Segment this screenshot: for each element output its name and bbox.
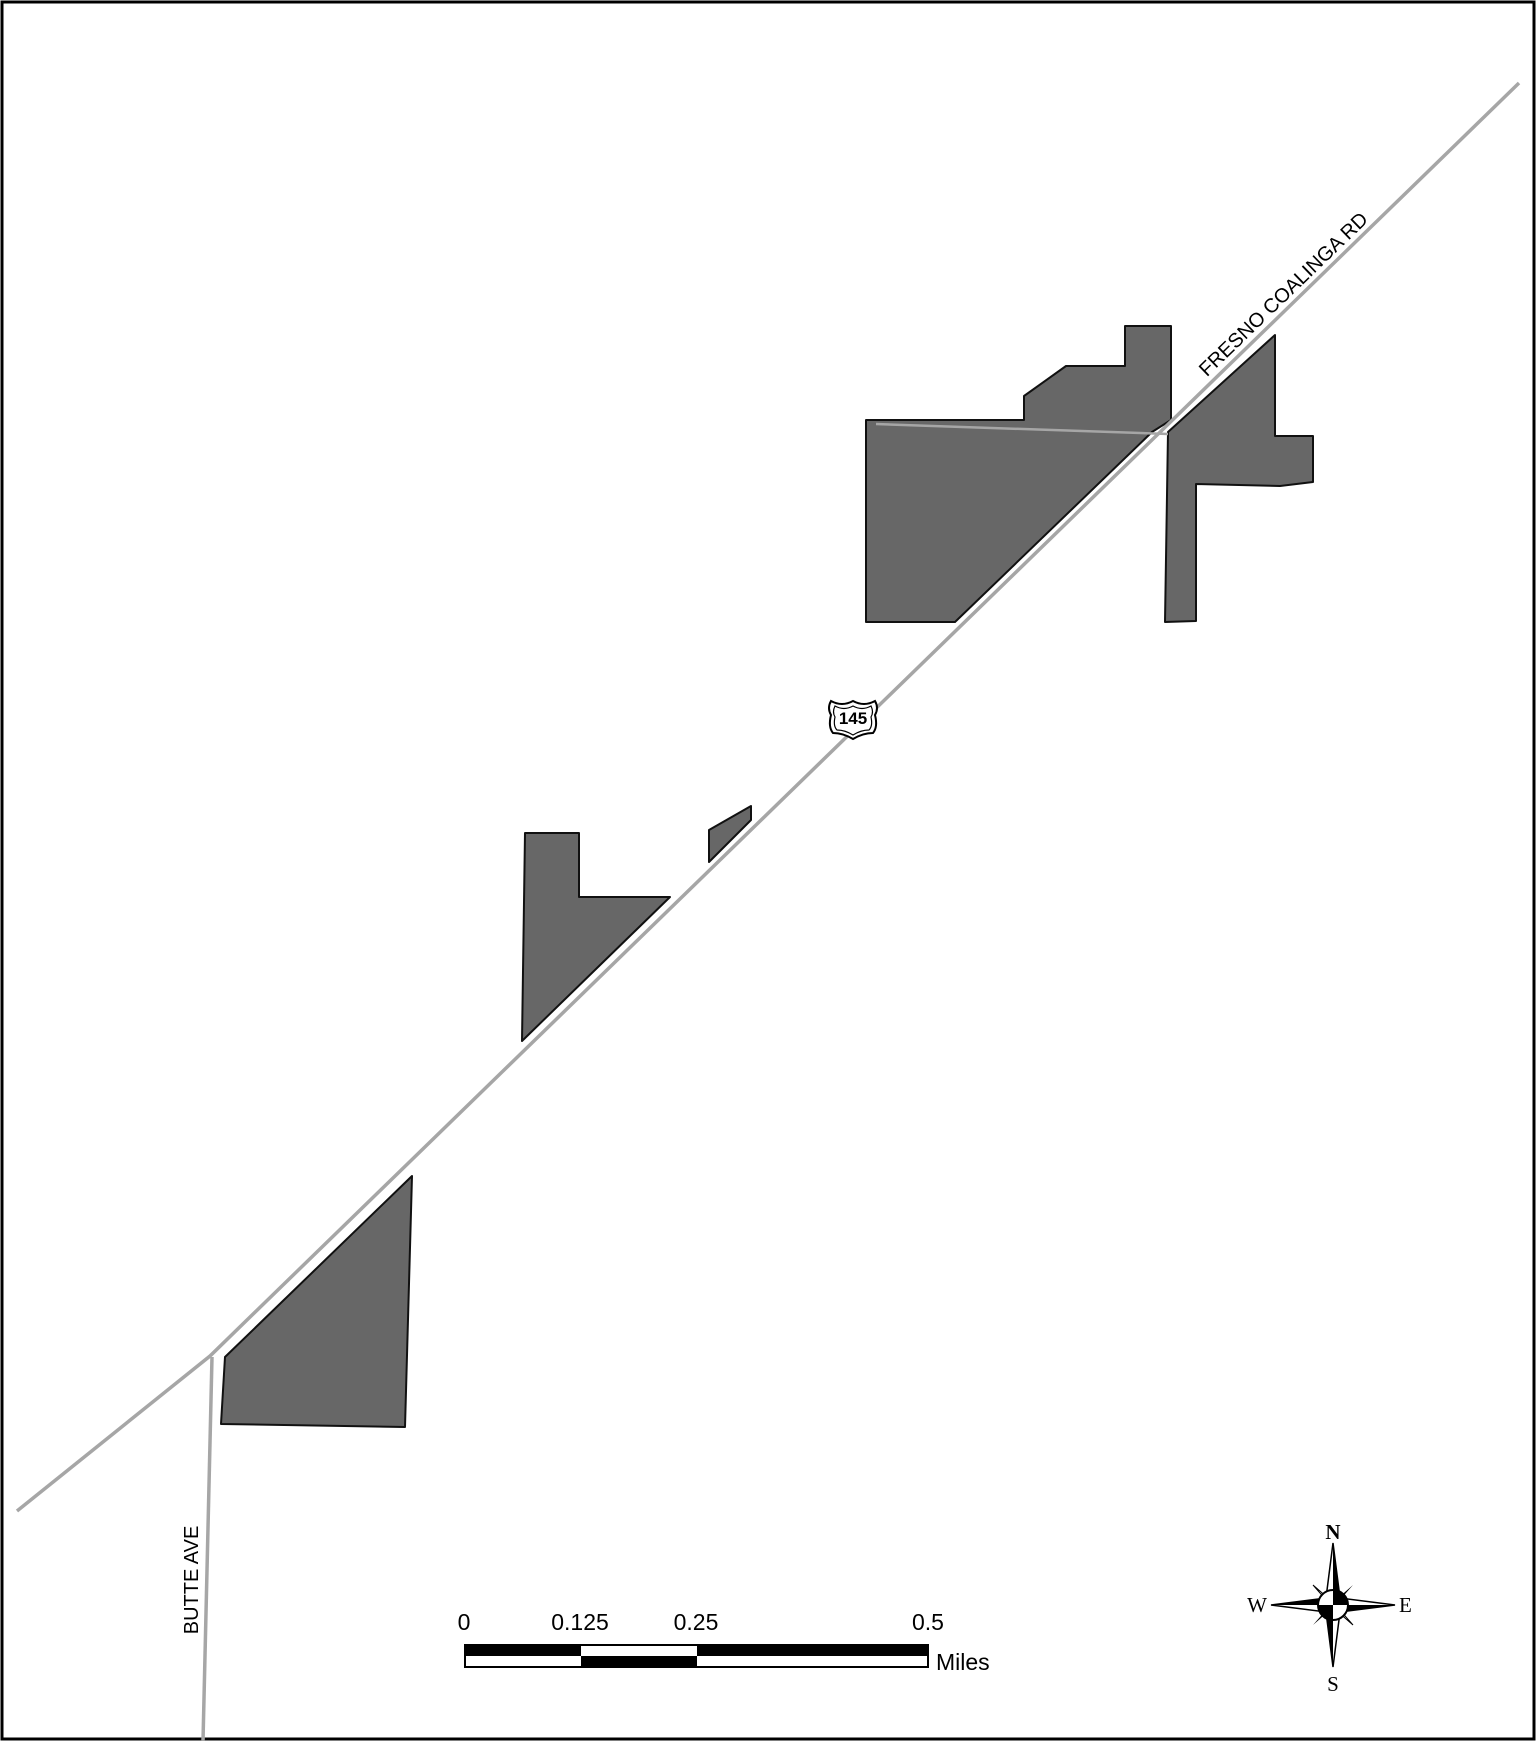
us-highway-shield-icon: 145 xyxy=(828,699,878,741)
compass-east-label: E xyxy=(1399,1593,1412,1617)
scale-units: Miles xyxy=(936,1649,990,1675)
fresno-coalinga-road xyxy=(15,81,1521,1513)
scale-segment xyxy=(581,1645,697,1656)
scale-segment xyxy=(465,1656,581,1667)
compass-rose-icon: N S E W xyxy=(1247,1520,1412,1696)
parcels-layer xyxy=(220,325,1314,1428)
scale-segment xyxy=(581,1656,697,1667)
parcel-north-west xyxy=(865,325,1172,623)
parcel-north-east xyxy=(1164,334,1314,623)
compass-north-label: N xyxy=(1325,1520,1340,1544)
butte-ave-label: BUTTE AVE xyxy=(181,1526,203,1635)
parcel-small-sliver xyxy=(708,805,752,863)
compass-south-label: S xyxy=(1327,1672,1339,1696)
scale-bar-outline xyxy=(464,1644,929,1668)
scale-bar: 0 0.125 0.25 0.5 Miles xyxy=(458,1609,990,1675)
scale-tick-2: 0.25 xyxy=(674,1609,719,1635)
route-shield-number: 145 xyxy=(839,709,867,728)
butte-ave-road xyxy=(201,1356,214,1741)
parcel-middle xyxy=(521,832,671,1042)
internal-road xyxy=(875,422,1169,436)
scale-segment xyxy=(697,1645,928,1656)
scale-tick-0: 0 xyxy=(458,1609,471,1635)
scale-segment xyxy=(465,1645,581,1656)
scale-tick-1: 0.125 xyxy=(551,1609,609,1635)
scale-segment xyxy=(697,1656,928,1667)
parcel-south-west xyxy=(220,1175,413,1428)
compass-west-label: W xyxy=(1247,1593,1267,1617)
scale-tick-3: 0.5 xyxy=(912,1609,944,1635)
